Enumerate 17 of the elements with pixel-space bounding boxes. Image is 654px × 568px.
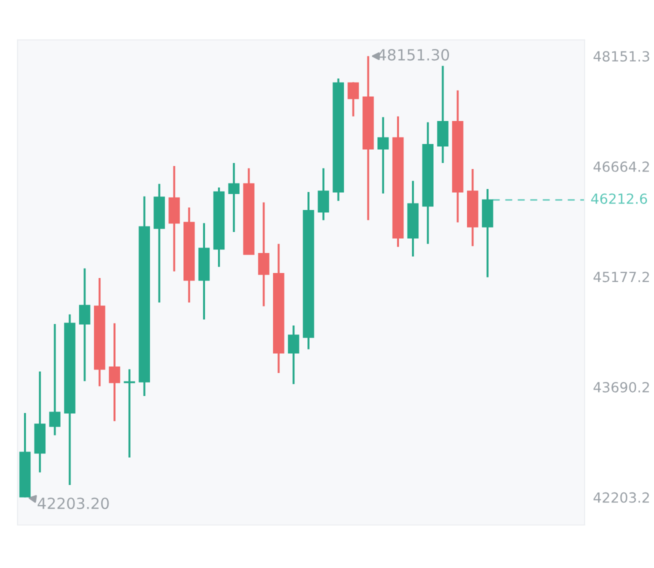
candlestick	[258, 201, 270, 308]
y-tick-label: 43690.2	[594, 382, 649, 393]
candlestick	[79, 267, 90, 382]
y-tick-label: 42203.2	[594, 492, 649, 503]
candlestick	[288, 324, 300, 386]
y-tick-label: 45177.2	[594, 272, 649, 282]
ref-line-label: 46212.6	[591, 193, 648, 204]
y-tick-label: 46664.2	[594, 161, 649, 172]
candlestick	[108, 322, 120, 422]
candlestick	[348, 81, 359, 118]
candlestick	[318, 167, 330, 222]
candlestick	[377, 116, 389, 194]
candlestick	[228, 162, 240, 234]
y-tick-label: 48151.3	[594, 51, 650, 62]
candlestick	[49, 323, 60, 436]
annotation: 48151.30	[378, 49, 450, 61]
annotation: 42203.20	[38, 498, 109, 510]
